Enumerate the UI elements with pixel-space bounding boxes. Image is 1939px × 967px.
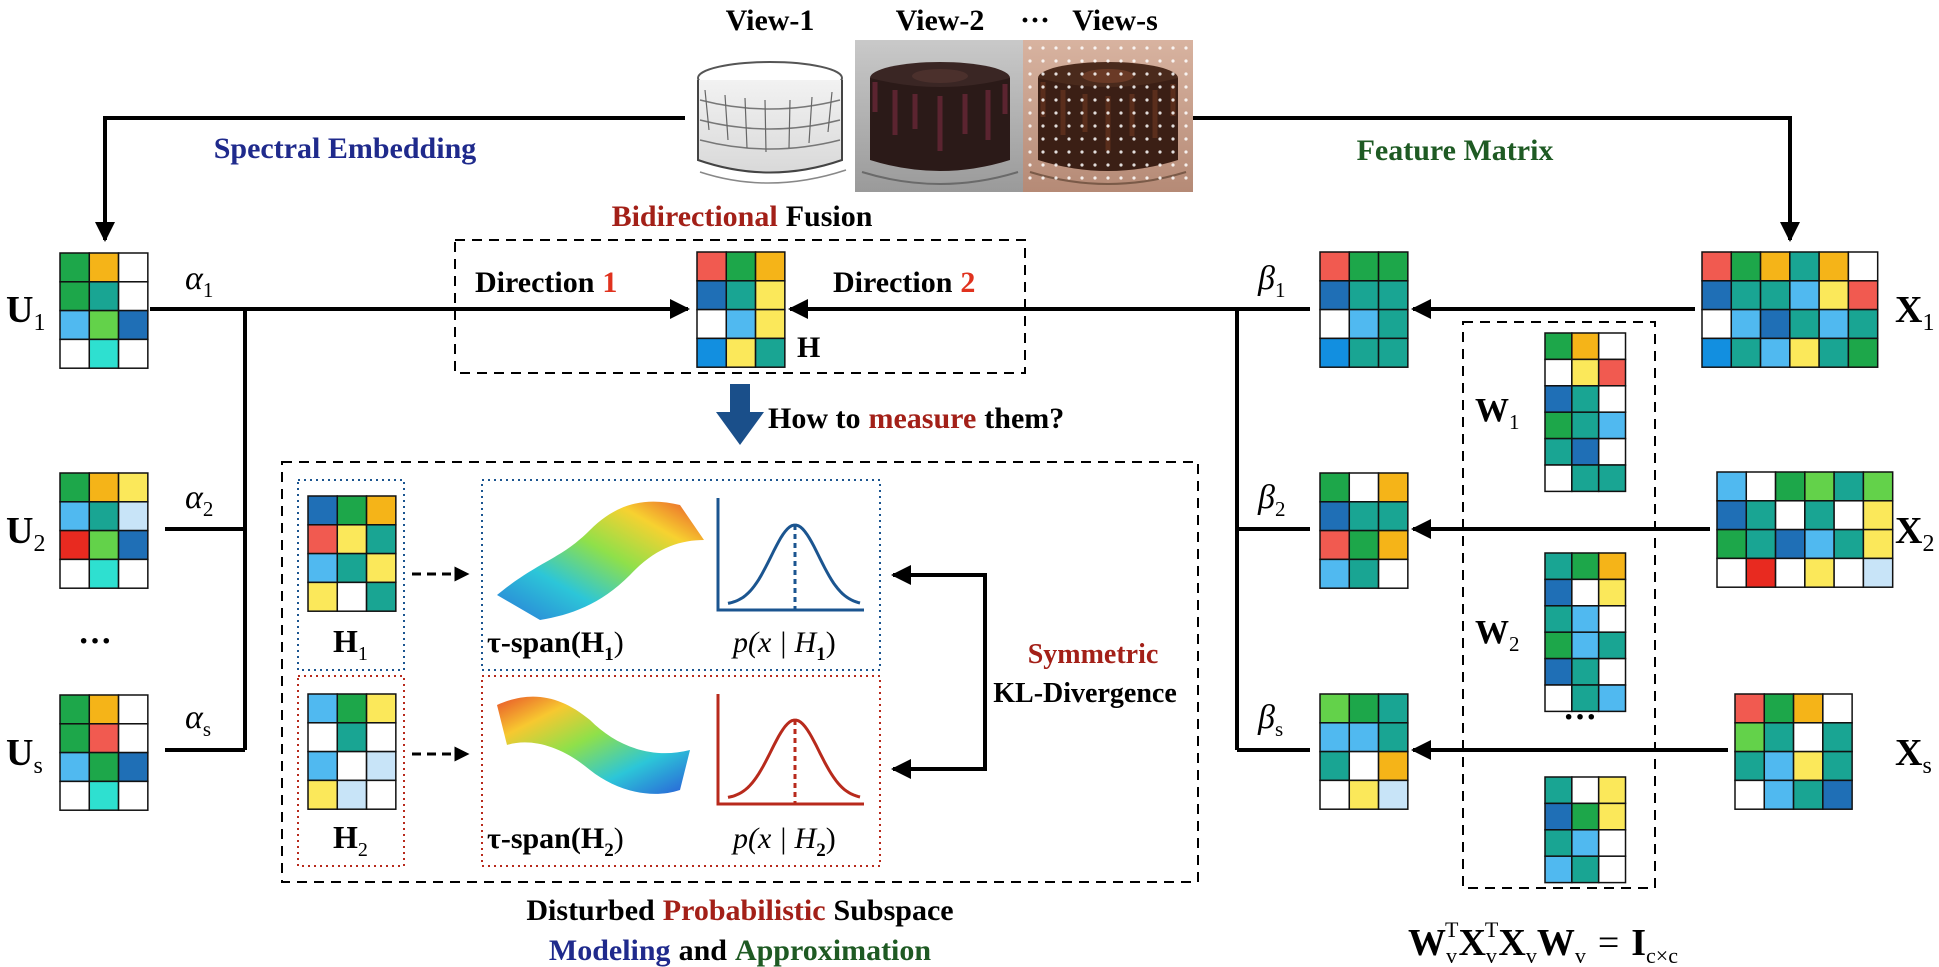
h1-label: H1 [333,623,368,665]
kl-bracket [891,565,987,779]
beta-label-3: βs [1257,699,1283,741]
distribution-plot-1 [716,498,864,612]
tau-span-label-1: τ-span(H1) [487,626,624,665]
view-images: View-1 View-2 ··· View-s [685,4,1193,192]
h-matrix-grid [696,251,786,368]
u-label-1: U1 [6,289,45,336]
orthogonality-constraint: WvTXvTXvWv = Ic×c [1408,917,1678,967]
symmetric-label: Symmetric [1028,639,1159,670]
beta-label-2: β2 [1257,479,1285,521]
u1-matrix-grid [59,252,149,369]
view-1-label: View-1 [726,4,815,37]
probability-label-2: p(x | H2) [731,822,836,861]
w1-matrix-grid [1544,332,1627,493]
u2-matrix-grid [59,472,149,589]
subspace-box [281,461,1199,883]
x-label-3: Xs [1895,732,1932,779]
u-labels: U1 α1 U2 α2 Us αs [6,260,213,779]
xb2-matrix-grid [1319,472,1409,589]
dist2-dotted-box [481,675,881,867]
xs-matrix-grid [1734,693,1853,810]
top-connectors [95,116,1800,242]
alpha-label-2: α2 [185,479,213,521]
xb1-matrix-grid [1319,251,1409,368]
h-matrix-label: H [797,331,820,364]
alpha-label-1: α1 [185,260,213,302]
fusion-box [454,239,1026,374]
xbs-matrix-grid [1319,693,1409,810]
tau-span-surface-1 [497,501,704,620]
views-ellipsis: ··· [1020,4,1050,37]
direction-2-label: Direction 2 [833,266,975,299]
view-1-image [685,40,855,192]
fusion-word: Fusion [786,200,873,233]
h-to-tau-arrows [412,566,470,762]
measure-arrow-icon [716,384,764,445]
tau-span-surface-2 [497,696,690,794]
alpha-label-3: αs [185,699,211,741]
view-2-label: View-2 [896,4,985,37]
view-s-image [1023,40,1193,192]
w-labels: W1 W2 [1475,392,1520,656]
bidirectional-fusion-title: Bidirectional Fusion [612,200,873,233]
h2-label: H2 [333,819,368,861]
distribution-plot-2 [716,694,864,806]
h1-dotted-box [297,479,405,671]
u-ellipsis: ··· [78,623,112,660]
bidirectional-word: Bidirectional [612,200,778,233]
probability-label-1: p(x | H1) [731,626,836,665]
dist1-dotted-box [481,479,881,671]
how-to-measure-question: How to measure them? [768,402,1064,435]
spectral-embedding-label: Spectral Embedding [214,132,477,165]
w-box [1462,321,1656,889]
h2-dotted-box [297,675,405,867]
kl-divergence-label: KL-Divergence [993,678,1177,709]
x-labels: X1 β1 X2 β2 Xs βs [1257,260,1934,779]
feature-matrix-label: Feature Matrix [1357,134,1554,167]
h2-matrix-grid [307,693,397,810]
tau-span-label-2: τ-span(H2) [487,822,624,861]
w-label-2: W2 [1475,614,1520,656]
matrix-grids [59,251,1894,884]
u-label-3: Us [6,732,43,779]
direction-1-label: Direction 1 [475,266,617,299]
h1-matrix-grid [307,495,397,612]
subspace-caption-line2: Modeling and Approximation [549,934,932,967]
x1-matrix-grid [1701,251,1879,368]
w2-matrix-grid [1544,552,1627,713]
x-label-1: X1 [1895,289,1934,336]
x2-matrix-grid [1716,471,1894,588]
u3-matrix-grid [59,694,149,811]
beta-label-1: β1 [1257,260,1285,302]
view-s-label: View-s [1072,4,1158,37]
u-label-2: U2 [6,510,45,557]
x-label-2: X2 [1895,510,1934,557]
h-item-labels: H1 τ-span(H1) p(x | H1) H2 τ-span(H2) p(x | H… [333,623,836,861]
w3-matrix-grid [1544,776,1627,884]
view-s-noise-dots [1028,46,1188,180]
subspace-caption-line1: Disturbed Probabilistic Subspace [526,894,953,927]
view-2-image [855,40,1023,192]
w-label-1: W1 [1475,392,1520,434]
